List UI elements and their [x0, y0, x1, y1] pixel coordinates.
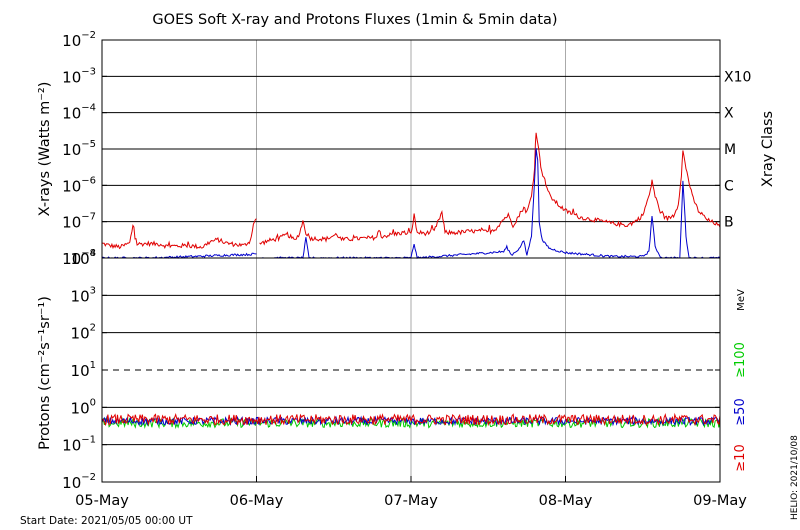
y-tick-label: 104	[71, 248, 96, 268]
x-tick-label: 07-May	[384, 493, 438, 509]
proton-energy-label: ≥10	[733, 444, 748, 471]
y-tick-label: 103	[71, 285, 96, 305]
y-tick-label: 10−6	[62, 175, 96, 195]
x-tick-labels: 05-May 06-May 07-May 08-May 09-May	[75, 476, 747, 509]
y-tick-label: 100	[71, 397, 96, 417]
xray-class-label: M	[724, 142, 736, 158]
y-tick-label: 10−5	[62, 139, 96, 159]
chart-title: GOES Soft X-ray and Protons Fluxes (1min…	[152, 12, 557, 28]
y-tick-label: 10−2	[62, 30, 96, 50]
xray-long-channel-line	[259, 132, 721, 246]
proton-series-group	[101, 412, 721, 430]
xray-class-label: B	[724, 215, 734, 231]
xray-short-channel-line	[259, 148, 721, 260]
y-tick-label: 10−1	[62, 435, 96, 455]
xray-y-axis-label: X-rays (Watts m⁻²)	[37, 82, 53, 217]
xray-y-tick-labels: 10−8 10−7 10−6 10−5 10−4 10−3 10−2	[62, 30, 720, 268]
start-date-label: Start Date: 2021/05/05 00:00 UT	[20, 515, 193, 527]
proton-energy-label: ≥50	[733, 398, 748, 425]
xray-class-label: X	[724, 106, 734, 122]
proton-y-axis-label: Protons (cm⁻²s⁻¹sr⁻¹)	[37, 296, 53, 450]
y-tick-label: 10−4	[62, 103, 96, 123]
y-tick-label: 10−7	[62, 212, 96, 232]
xray-class-labels: B C M X X10	[724, 69, 751, 230]
proton-red-channel-line	[102, 412, 721, 427]
y-tick-label: 10−8	[62, 248, 96, 268]
xray-panel: 10−8 10−7 10−6 10−5 10−4 10−3 10−2 B C M X X10 X-r…	[37, 30, 776, 268]
xray-class-label: C	[724, 178, 734, 194]
proton-y-tick-labels: 10−2 10−1 100 101 102 103 104	[62, 248, 720, 492]
xray-class-axis-title: Xray Class	[760, 111, 776, 187]
x-tick-label: 08-May	[539, 493, 593, 509]
y-tick-label: 10−2	[62, 472, 96, 492]
x-tick-label: 06-May	[230, 493, 284, 509]
proton-energy-label: ≥100	[733, 342, 748, 378]
y-tick-label: 102	[71, 323, 96, 343]
xray-short-channel-line	[101, 252, 257, 259]
xray-gridlines	[102, 40, 720, 258]
x-tick-label: 09-May	[693, 493, 747, 509]
proton-panel: 10−2 10−1 100 101 102 103 104 MeV ≥100 ≥50 ≥10 Pr…	[37, 248, 748, 492]
y-tick-label: 101	[71, 360, 96, 380]
proton-gridlines	[102, 258, 720, 482]
credit-label: HELIO: 2021/10/08	[790, 435, 800, 520]
xray-class-label: X10	[724, 69, 751, 85]
y-tick-label: 10−3	[62, 66, 96, 86]
xray-long-channel-line	[101, 218, 257, 250]
proton-energy-labels: MeV ≥100 ≥50 ≥10	[733, 289, 748, 472]
x-tick-label: 05-May	[75, 493, 129, 509]
proton-energy-label: MeV	[736, 289, 747, 311]
